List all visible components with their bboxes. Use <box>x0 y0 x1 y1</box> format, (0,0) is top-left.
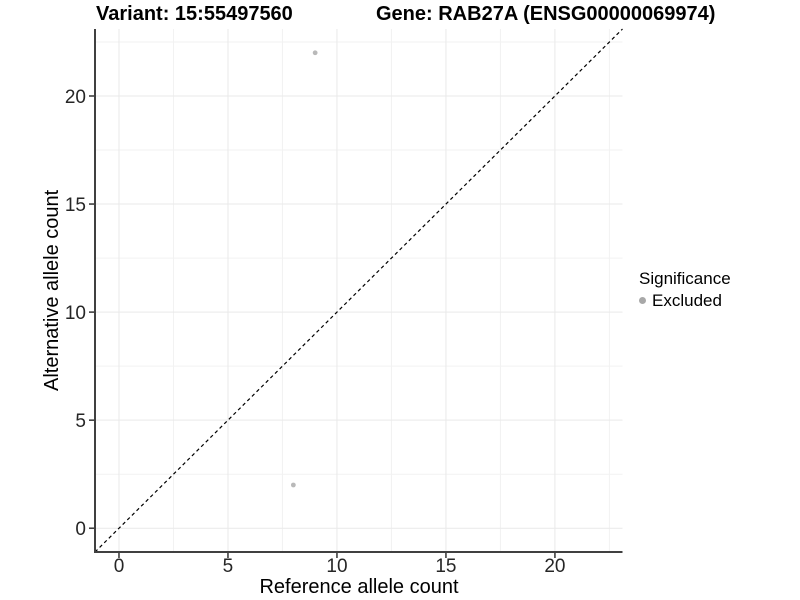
y-tick-label: 20 <box>65 87 86 108</box>
data-point <box>290 482 296 488</box>
data-point <box>312 50 318 56</box>
excluded-point-icon <box>639 297 646 305</box>
y-tick-label: 5 <box>75 411 86 432</box>
identity-dashed-line <box>94 28 623 553</box>
legend-item-excluded: Excluded <box>639 290 731 312</box>
gene-title: Gene: RAB27A (ENSG00000069974) <box>376 3 716 25</box>
x-tick-label: 20 <box>544 556 565 577</box>
y-axis-title: Alternative allele count <box>41 189 63 392</box>
x-tick-label: 15 <box>435 556 456 577</box>
legend: Significance Excluded <box>639 268 731 312</box>
x-tick-label: 10 <box>326 556 347 577</box>
legend-title: Significance <box>639 269 731 288</box>
y-tick-label: 0 <box>75 519 86 540</box>
variant-title: Variant: 15:55497560 <box>96 3 293 25</box>
x-tick-label: 0 <box>114 556 125 577</box>
y-tick-label: 15 <box>65 195 86 216</box>
legend-item-label: Excluded <box>652 290 722 310</box>
x-axis-title: Reference allele count <box>259 576 459 598</box>
x-tick-label: 5 <box>223 556 234 577</box>
y-tick-label: 10 <box>65 303 86 324</box>
